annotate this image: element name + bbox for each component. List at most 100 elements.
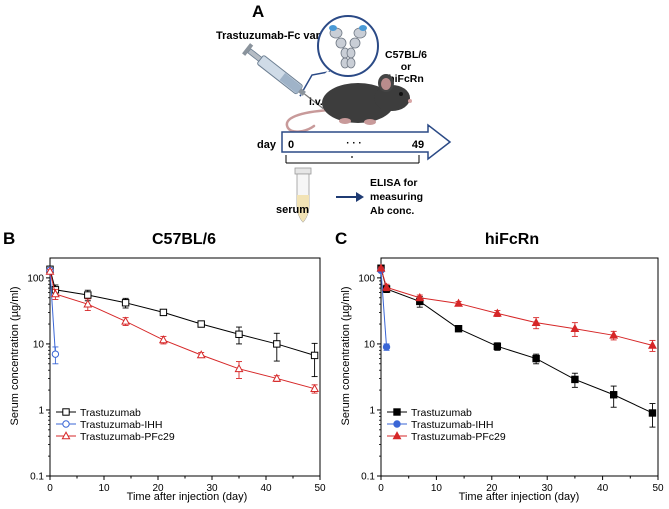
panel-b-series-0-point [121,299,130,307]
panel-b-series-2-point [234,363,244,373]
panel-b-x-tick-label: 10 [98,483,110,494]
panel-b-y-tick-label: 1 [38,405,44,416]
panel-b-series-2-line [49,271,315,390]
panel-c-legend-0-label: Trastuzumab [411,407,472,419]
panel-c-title: hiFcRn [485,231,539,248]
panel-b-series-0-point [310,351,319,360]
assay-line1: ELISA for [370,177,417,189]
panel-b-series-2-point [196,350,206,359]
panel-c-series-0-point [571,375,579,384]
panel-c-legend-1-label: Trastuzumab-IHH [411,419,493,431]
assay-arrow-icon [336,192,364,202]
panel-b-x-tick-label: 50 [314,483,326,494]
panel-c-x-tick-label: 0 [378,483,384,494]
panel-b-series-2-point [83,299,93,308]
panel-c-axes-frame [380,257,659,477]
panel-b-series-2-point [45,266,55,275]
panel-b-xlabel: Time after injection (day) [127,491,248,503]
panel-b-ylabel: Serum concentration (µg/ml) [9,287,21,426]
syringe-icon [242,43,324,110]
panel-b-series-2-point [272,373,282,382]
panel-c-series-1-line [380,270,388,347]
panel-c-x-tick-label: 40 [597,483,609,494]
sample-label: serum [276,204,309,216]
panel-b-title: C57BL/6 [152,231,216,248]
panel-c-legend-2-marker [392,431,402,440]
panel-b-series-2-point [50,289,60,298]
panel-c-series-2-point [648,340,657,349]
timeline-arrow [281,123,452,161]
panel-c-x-tick-label: 20 [486,483,498,494]
mouse-label-line3: hiFcRn [388,73,424,85]
assay-line2: measuring [370,191,423,203]
panel-c-series-0-point [532,354,540,363]
panel-b-y-tick-label: 0.1 [30,472,44,483]
panel-a-schematic: A Trastuzumab-Fc variant [216,2,452,223]
panel-b-x-tick-label: 20 [152,483,164,494]
assay-line3: Ab conc. [370,205,414,217]
panel-b-series-0-point [84,291,92,299]
panel-c-ylabel: Serum concentration (µg/ml) [340,287,352,426]
panel-b-series-1-line [49,270,56,355]
panel-c-series-1-point [382,343,391,351]
panel-c-legend-0-marker [393,408,401,416]
panel-b-axes-frame [49,257,321,477]
panel-c-legend-1-marker [393,420,401,428]
day-label: day [257,139,277,151]
panel-b-series-2-point [121,316,131,325]
panel-c-series-2-point [531,317,541,326]
panel-c-series-2-point [492,308,502,317]
panel-b-y-tick-label: 100 [27,273,44,284]
antibody-icon [299,15,379,97]
panel-c-series-2-point [415,292,425,302]
panel-c-x-tick-label: 10 [431,483,443,494]
panel-c-y-tick-label: 0.1 [361,472,375,483]
panel-c-y-tick-label: 1 [369,405,375,416]
panel-b-y-tick-label: 10 [33,339,45,350]
panel-b-legend-2-marker [61,431,71,440]
panel-b-series-0-point [197,320,205,328]
panel-c-xlabel: Time after injection (day) [459,491,580,503]
mouse-icon [285,74,412,133]
panel-b-letter: B [3,229,15,248]
mouse-label-line1: C57BL/6 [385,49,427,61]
tube-icon [294,167,312,223]
panel-c-letter: C [335,229,347,248]
panel-c-chart: C hiFcRn Serum concentration (µg/ml) Tim… [335,229,664,503]
panel-a-letter: A [252,2,264,21]
panel-b-x-tick-label: 0 [47,483,53,494]
panel-c-series-0-point [454,325,463,333]
panel-b-x-tick-label: 30 [206,483,218,494]
panel-b-series-0-point [235,330,243,338]
day-start: 0 [288,139,294,151]
panel-c-series-2-point [376,263,386,272]
panel-c-y-tick-label: 10 [364,339,376,350]
panel-b-legend-2-label: Trastuzumab-PFc29 [80,431,175,443]
panel-b-legend-0-label: Trastuzumab [80,407,141,419]
panel-c-legend-2-label: Trastuzumab-PFc29 [411,431,506,443]
panel-b-series-1-point [51,350,60,358]
panel-b-legend-1-marker [62,420,70,428]
panel-c-series-0-point [648,409,657,417]
panel-b-series-2-point [310,383,320,392]
panel-b-chart: B C57BL/6 Serum concentration (µg/ml) Ti… [3,229,326,503]
mouse-label-line2: or [401,61,412,73]
panel-c-x-tick-label: 50 [652,483,664,494]
panel-c-plot-area: 0 10 20 30 40 500.1110100TrastuzumabTrastuzum… [358,257,664,494]
variant-label: Trastuzumab-Fc variant [216,30,340,42]
panel-c-series-0-point [609,391,618,399]
panel-b-x-tick-label: 40 [260,483,272,494]
panel-b-series-0-point [273,340,281,348]
panel-b-plot-area: 0 10 20 30 40 500.1110100TrastuzumabTrastuzum… [27,257,326,494]
panel-c-series-2-point [454,298,464,307]
panel-c-x-tick-label: 30 [542,483,554,494]
panel-b-series-0-point [159,308,168,317]
panel-c-series-2-point [609,330,619,339]
panel-c-series-0-point [493,342,502,351]
panel-b-legend-1-label: Trastuzumab-IHH [80,419,162,431]
sampling-bracket [285,155,420,164]
panel-c-series-2-point [382,282,391,291]
day-dots: · · · [346,138,362,149]
panel-c-y-tick-label: 100 [358,273,375,284]
